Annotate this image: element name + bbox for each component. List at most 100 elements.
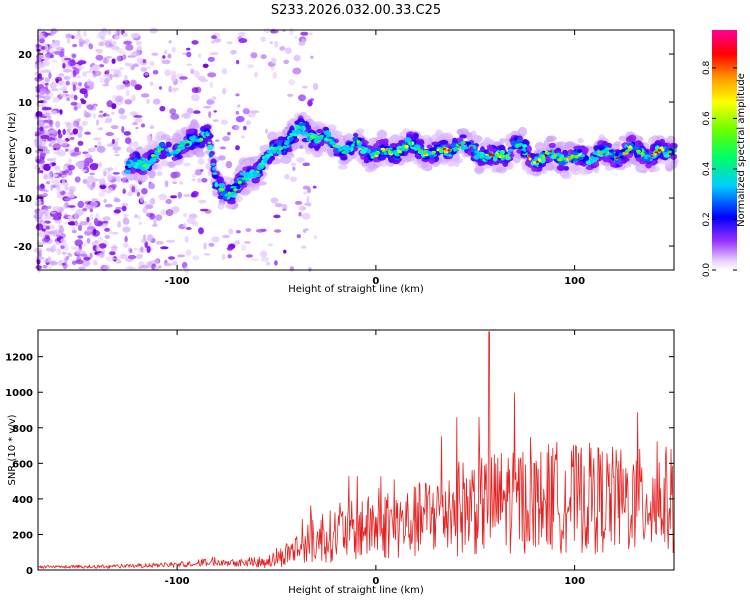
- spectrogram-noise-blob: [44, 125, 50, 129]
- spectrogram-ridge-blob: [344, 150, 350, 154]
- spectrogram-noise-blob: [172, 87, 180, 91]
- spectrogram-noise-blob: [35, 256, 45, 260]
- spectrogram-ridge-blob: [650, 155, 653, 158]
- spectrogram-ridge-blob: [498, 144, 506, 151]
- spectrogram-ytick-label: -10: [14, 194, 32, 205]
- spectrogram-ridge-blob: [191, 137, 196, 141]
- spectrogram-noise-blob: [183, 162, 191, 167]
- spectrogram-noise-blob: [37, 230, 46, 238]
- spectrogram-ridge-blob: [160, 134, 171, 141]
- spectrogram-noise-blob: [129, 111, 138, 116]
- spectrogram-ridge-blob: [404, 137, 412, 143]
- spectrogram-noise-blob: [95, 54, 104, 61]
- spectrogram-noise-blob: [169, 108, 177, 115]
- spectrogram-noise-blob: [86, 176, 96, 183]
- spectrogram-ridge-blob: [374, 151, 380, 156]
- spectrogram-ridge-blob: [218, 183, 226, 188]
- spectrogram-noise-blob: [291, 162, 296, 167]
- spectrogram-noise-blob: [202, 63, 209, 68]
- spectrogram-noise-blob: [186, 217, 196, 225]
- spectrogram-noise-blob: [160, 209, 168, 216]
- spectrogram-noise-blob: [159, 105, 166, 112]
- spectrogram-noise-blob: [282, 208, 287, 212]
- spectrogram-noise-blob: [190, 192, 196, 198]
- spectrogram-noise-blob: [55, 120, 61, 128]
- spectrogram-noise-blob: [106, 100, 113, 108]
- spectrogram-noise-blob: [43, 100, 48, 104]
- spectrogram-noise-blob: [67, 221, 77, 226]
- spectrogram-noise-blob: [181, 113, 190, 119]
- spectrogram-ridge-blob: [178, 146, 182, 150]
- spectrogram-noise-blob: [65, 80, 70, 86]
- spectrogram-noise-blob: [38, 118, 43, 125]
- spectrogram-noise-blob: [271, 57, 277, 64]
- spectrogram-ridge-blob: [515, 143, 519, 146]
- spectrogram-noise-blob: [263, 28, 271, 34]
- spectrogram-noise-blob: [72, 128, 79, 135]
- spectrogram-ridge-blob: [544, 151, 550, 155]
- spectrogram-noise-blob: [160, 246, 169, 250]
- spectrogram-noise-blob: [270, 66, 275, 71]
- spectrogram-noise-blob: [227, 131, 231, 136]
- spectrogram-noise-blob: [66, 130, 71, 138]
- spectrogram-ridge-blob: [404, 145, 409, 149]
- spectrogram-ridge-blob: [140, 162, 145, 166]
- spectrogram-noise-blob: [67, 164, 76, 171]
- spectrogram-noise-blob: [89, 172, 96, 176]
- spectrogram-ridge-blob: [461, 140, 466, 145]
- spectrogram-ridge-blob: [276, 140, 282, 147]
- spectrogram-noise-blob: [133, 115, 143, 118]
- spectrogram-noise-blob: [186, 63, 193, 66]
- spectrogram-ridge-blob: [245, 185, 255, 192]
- colorbar: 0.0 0.2 0.4 0.6 0.8 Normalized spectral ampl…: [702, 30, 747, 277]
- spectrogram-noise-blob: [48, 265, 52, 270]
- spectrogram-noise-blob: [39, 38, 45, 44]
- spectrogram-noise-blob: [170, 113, 180, 120]
- spectrogram-noise-blob: [107, 173, 113, 181]
- snr-ytick-label: 400: [12, 495, 33, 506]
- spectrogram-noise-blob: [218, 155, 226, 161]
- spectrogram-noise-blob: [61, 262, 66, 266]
- spectrogram-noise-blob: [37, 63, 44, 68]
- spectrogram-ridge-blob: [309, 137, 313, 141]
- spectrogram-noise-blob: [46, 115, 52, 119]
- spectrogram-noise-blob: [201, 177, 208, 183]
- spectrogram-noise-blob: [48, 125, 54, 128]
- spectrogram-noise-blob: [44, 77, 50, 83]
- spectrogram-ridge-blob: [522, 144, 528, 148]
- spectrogram-noise-blob: [95, 119, 100, 126]
- spectrogram-noise-blob: [270, 197, 279, 204]
- spectrogram-ridge-blob: [548, 142, 556, 149]
- spectrogram-noise-blob: [203, 253, 211, 256]
- snr-ytick-label: 1000: [5, 388, 33, 399]
- spectrogram-noise-blob: [149, 213, 156, 220]
- spectrogram-noise-blob: [103, 73, 109, 78]
- spectrogram-noise-blob: [70, 152, 79, 157]
- spectrogram-noise-blob: [238, 31, 246, 37]
- spectrogram-ridge-blob: [580, 154, 586, 158]
- spectrogram-noise-blob: [35, 111, 43, 118]
- spectrogram-noise-blob: [148, 182, 156, 190]
- spectrogram-noise-blob: [242, 108, 250, 115]
- spectrogram-noise-blob: [105, 132, 114, 136]
- spectrogram-ridge-blob: [259, 166, 264, 170]
- spectrogram-ridge-blob: [241, 177, 247, 181]
- spectrogram-noise-blob: [61, 174, 68, 178]
- spectrogram-noise-blob: [221, 68, 228, 75]
- spectrogram-noise-blob: [43, 163, 51, 171]
- spectrogram-noise-blob: [177, 191, 182, 199]
- spectrogram-noise-blob: [59, 50, 65, 58]
- spectrogram-noise-blob: [79, 88, 88, 95]
- spectrogram-noise-blob: [303, 191, 308, 195]
- spectrogram-noise-blob: [171, 74, 177, 82]
- spectrogram-noise-blob: [47, 92, 54, 98]
- spectrogram-noise-blob: [39, 152, 47, 157]
- spectrogram-noise-blob: [186, 51, 192, 58]
- spectrogram-noise-blob: [247, 64, 254, 69]
- spectrogram-noise-blob: [164, 180, 169, 188]
- spectrogram-noise-blob: [92, 260, 98, 266]
- spectrogram-noise-blob: [119, 253, 128, 260]
- spectrogram-noise-blob: [172, 207, 178, 215]
- spectrogram-noise-blob: [54, 165, 61, 171]
